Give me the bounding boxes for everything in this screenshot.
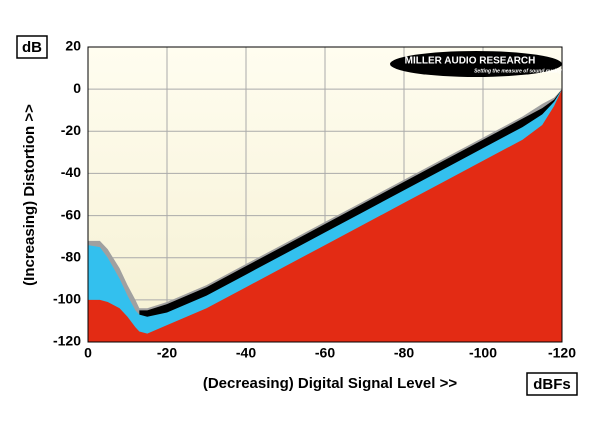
- x-tick-label: -20: [157, 345, 177, 361]
- y-tick-label: -20: [61, 122, 81, 138]
- y-tick-label: 0: [73, 80, 81, 96]
- logo-badge: [390, 51, 562, 77]
- logo-tagline: Setting the measure of sound quality: [474, 68, 562, 74]
- logo: MILLER AUDIO RESEARCH: [405, 56, 536, 67]
- areas: [88, 89, 562, 343]
- x-unit: dBFs: [533, 376, 571, 393]
- y-unit: dB: [22, 39, 42, 56]
- y-tick-label: -100: [53, 291, 81, 307]
- x-unit-box: [526, 372, 578, 396]
- plot-frame: [87, 46, 563, 343]
- y-tick-label: 20: [65, 38, 81, 54]
- x-tick-label: -60: [315, 345, 335, 361]
- y-tick-label: -40: [61, 164, 81, 180]
- x-tick-label: -80: [394, 345, 414, 361]
- distortion-area: [88, 89, 562, 343]
- y-unit-box: [16, 35, 48, 59]
- y-axis-title: (Increasing) Distortion >>: [21, 104, 38, 286]
- x-tick-label: -40: [236, 345, 256, 361]
- x-tick-label: -100: [469, 345, 497, 361]
- y-tick-label: -80: [61, 248, 81, 264]
- x-tick-label: -120: [548, 345, 576, 361]
- x-axis-title: (Decreasing) Digital Signal Level >>: [203, 375, 457, 392]
- x-tick-label: 0: [84, 345, 92, 361]
- y-tick-label: -60: [61, 206, 81, 222]
- y-tick-label: -120: [53, 333, 81, 349]
